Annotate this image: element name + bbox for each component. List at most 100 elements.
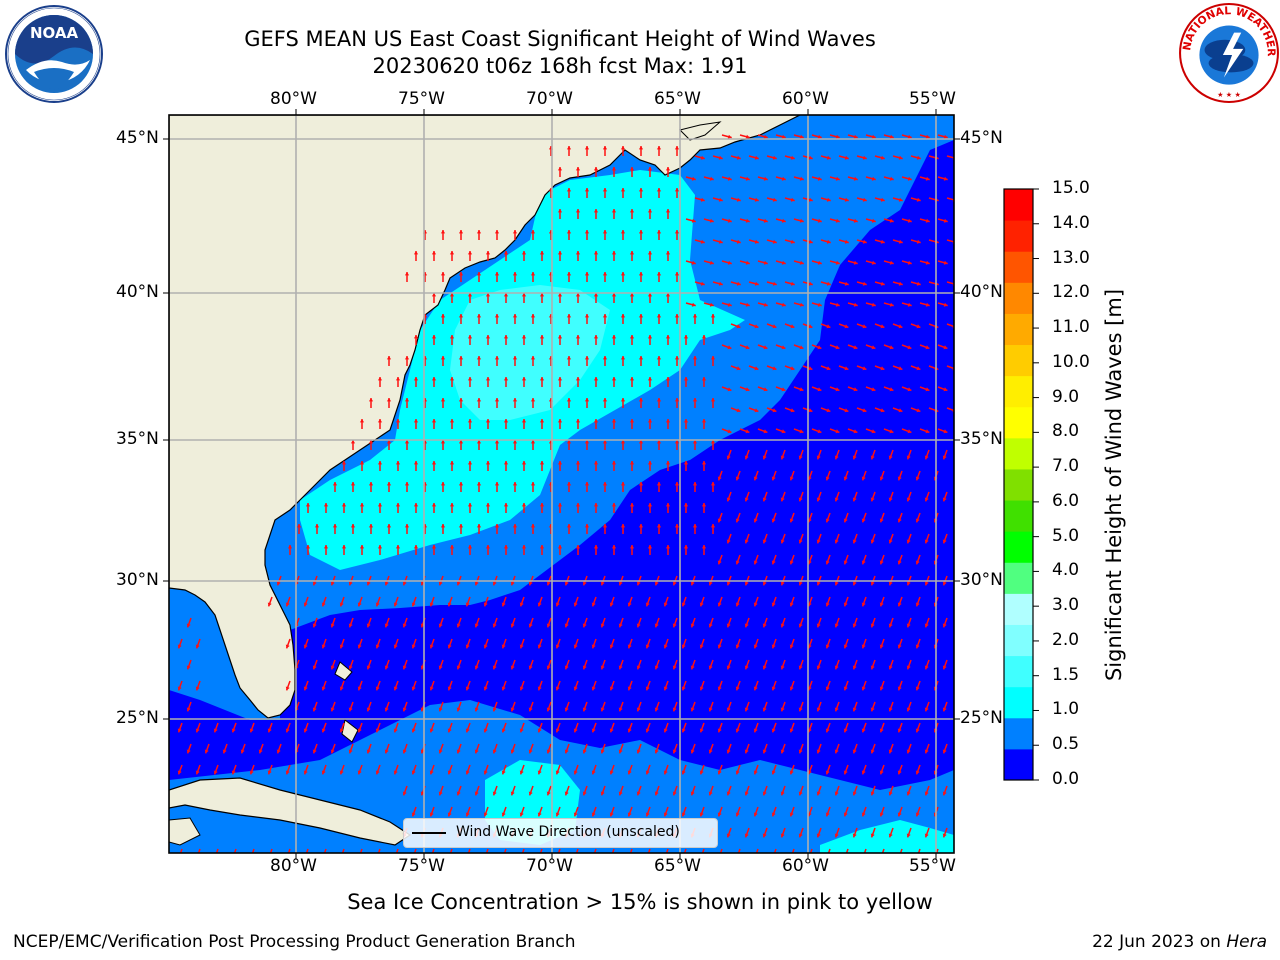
wind-wave-arrowhead [727,345,732,350]
wind-wave-arrowhead [519,602,524,607]
wind-wave-arrowhead [772,324,777,329]
wind-wave-arrowhead [249,770,254,775]
wind-wave-arrowhead [762,665,767,670]
wind-wave-arrowhead [852,749,857,754]
wind-wave-arrowhead [826,281,831,286]
wind-wave-arrowhead [521,461,527,465]
wind-wave-arrowhead [656,398,662,402]
wind-wave-arrowhead [449,503,455,507]
wind-wave-arrowhead [924,623,929,628]
wind-wave-arrowhead [494,482,500,486]
colorbar-tick-label: 1.0 [1052,699,1080,720]
wind-wave-arrowhead [566,146,572,150]
wind-wave-arrowhead [449,419,455,423]
wind-wave-arrowhead [395,461,401,465]
wind-wave-arrowhead [602,188,608,192]
wind-wave-arrowhead [870,665,875,670]
wind-wave-arrowhead [474,791,479,796]
wind-wave-arrowhead [906,623,911,628]
wind-wave-arrow [737,848,741,853]
wind-wave-arrowhead [852,791,857,796]
wind-wave-arrowhead [429,644,434,649]
wind-wave-arrowhead [402,707,407,712]
wind-wave-arrowhead [897,560,902,565]
wind-wave-arrowhead [744,539,749,544]
wind-wave-arrowhead [736,197,741,202]
wind-wave-arrowhead [575,335,581,339]
wind-wave-arrowhead [647,293,653,297]
wind-wave-arrowhead [591,602,596,607]
wind-wave-arrowhead [620,482,626,486]
wind-wave-arrowhead [808,366,813,371]
wind-wave-arrowhead [852,497,857,502]
wind-wave-arrowhead [826,324,831,329]
wind-wave-arrowhead [501,644,506,649]
wind-wave-arrowhead [943,134,948,139]
wind-wave-arrowhead [465,602,470,607]
wind-wave-arrowhead [915,602,920,607]
wind-wave-arrowhead [717,476,722,481]
wind-wave-arrowhead [458,524,464,528]
colorbar-segment [1004,717,1033,750]
wind-wave-arrowhead [861,770,866,775]
wind-wave-arrowhead [763,176,768,181]
wind-wave-arrowhead [341,503,347,507]
wind-wave-arrowhead [186,749,191,754]
wind-wave-arrowhead [393,728,398,733]
wind-wave-arrowhead [717,518,722,523]
wind-wave-arrowhead [656,356,662,360]
wind-wave-arrowhead [456,665,461,670]
wind-wave-arrowhead [710,482,716,486]
wind-wave-arrowhead [683,503,689,507]
wind-wave-arrowhead [519,812,524,817]
wind-wave-arrowhead [537,728,542,733]
colorbar-frame [1003,188,1034,781]
wind-wave-arrowhead [177,728,182,733]
wind-wave-arrow [665,848,669,853]
wind-wave-arrowhead [699,770,704,775]
wind-wave-arrow [629,848,633,853]
graticule [169,115,954,853]
colorbar-tick-label: 1.5 [1052,664,1080,685]
wind-wave-arrowhead [521,335,527,339]
wind-wave-arrowhead [359,461,365,465]
wind-wave-arrowhead [611,167,617,171]
wind-wave-arrowhead [647,503,653,507]
wind-wave-arrowhead [591,812,596,817]
wind-wave-arrowhead [665,335,671,339]
lon-tick-top-65w: 65°W [654,89,701,109]
wind-wave-arrowhead [312,581,317,586]
colorbar-tick-label: 11.0 [1052,317,1090,338]
wind-wave-arrowhead [690,791,695,796]
wind-wave-arrowhead [384,665,389,670]
wind-wave-arrowhead [780,665,785,670]
wind-wave-arrowhead [942,581,947,586]
wind-wave-arrow [946,407,954,412]
colorbar-segment [1004,313,1033,346]
wind-wave-arrowhead [799,134,804,139]
wind-wave-arrowhead [690,707,695,712]
wind-wave-arrowhead [449,461,455,465]
wind-wave-arrowhead [870,581,875,586]
wind-wave-arrowhead [429,686,434,691]
wind-wave-arrowhead [656,230,662,234]
wind-wave-arrowhead [629,167,635,171]
lon-tick-bottom-75w: 75°W [398,856,445,876]
wind-wave-arrowhead [798,707,803,712]
wind-wave-arrowhead [503,503,509,507]
wind-wave-arrowhead [789,602,794,607]
wind-wave-arrowhead [566,314,572,318]
wind-wave-arrowhead [458,314,464,318]
wind-wave-arrowhead [889,345,894,350]
wind-wave-arrowhead [573,728,578,733]
wind-wave-arrowhead [611,377,617,381]
wind-wave-arrowhead [771,560,776,565]
wind-wave-arrowhead [708,791,713,796]
wind-wave-arrowhead [465,644,470,649]
wind-wave-arrowhead [844,324,849,329]
wind-wave-arrowhead [718,239,723,244]
wind-wave-arrowhead [915,518,920,523]
wind-wave-arrowhead [375,728,380,733]
wind-wave-arrowhead [674,440,680,444]
wind-wave-arrowhead [449,335,455,339]
